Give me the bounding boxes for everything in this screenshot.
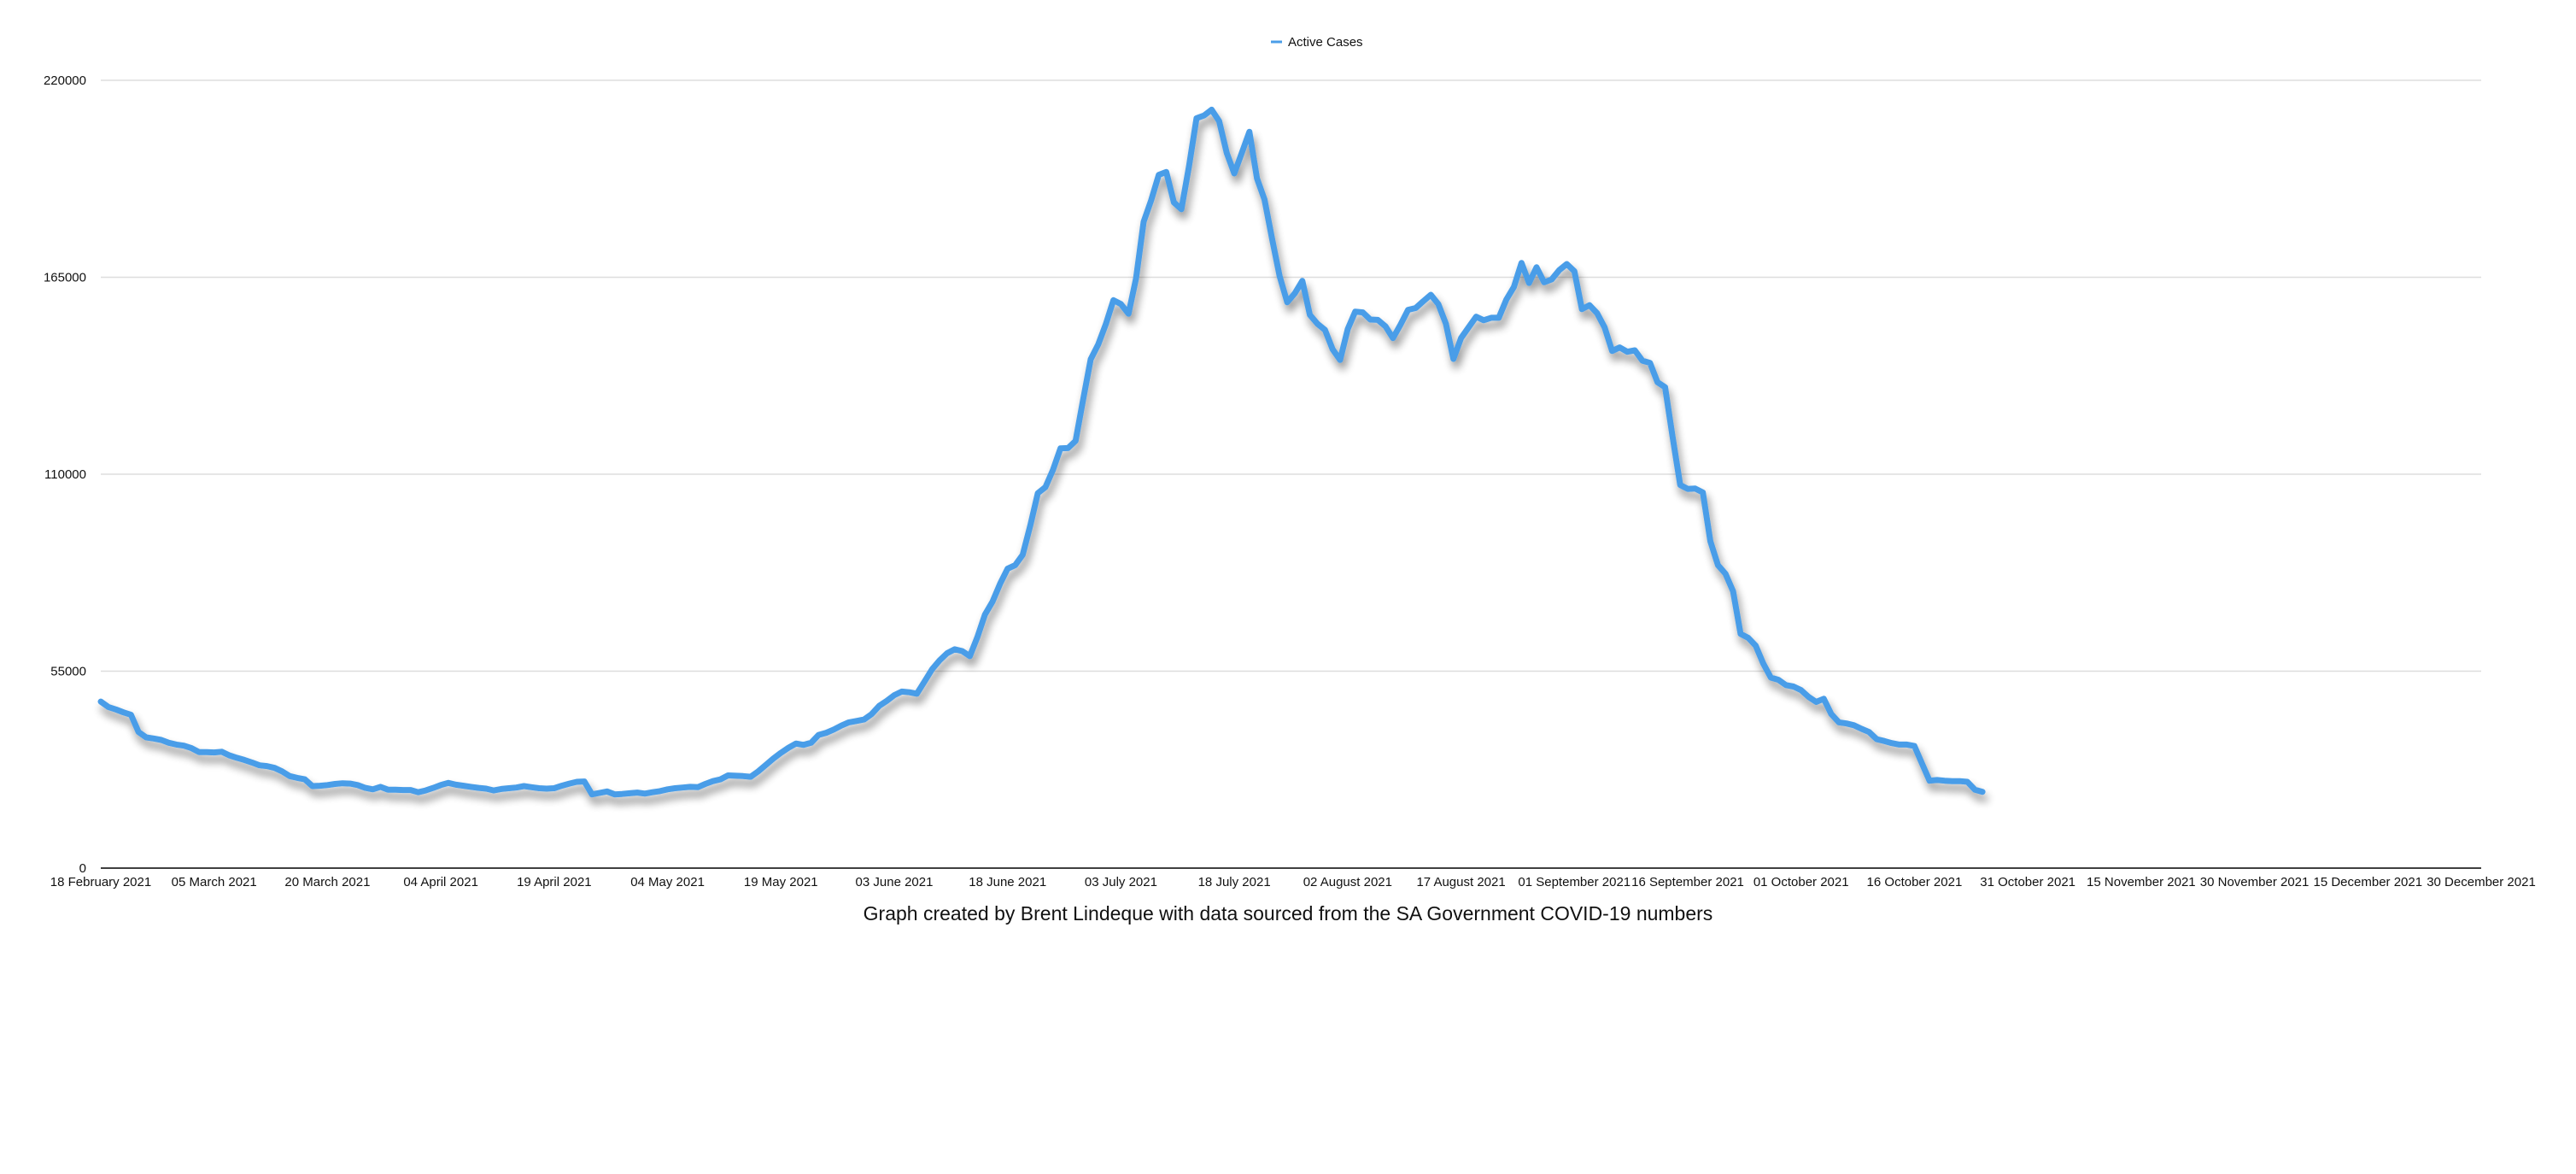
x-tick-label: 15 December 2021 xyxy=(2313,875,2422,889)
x-tick-label: 16 September 2021 xyxy=(1631,875,1744,889)
y-tick-label: 165000 xyxy=(44,271,86,285)
y-tick-label: 220000 xyxy=(44,73,86,88)
x-tick-label: 03 June 2021 xyxy=(856,875,934,889)
series-layer xyxy=(97,106,1986,798)
chart-legend: Active Cases xyxy=(1271,35,1363,50)
x-tick-label: 05 March 2021 xyxy=(172,875,257,889)
x-tick-label: 30 November 2021 xyxy=(2200,875,2310,889)
x-tick-label: 15 November 2021 xyxy=(2087,875,2196,889)
y-tick-label: 110000 xyxy=(44,467,86,482)
legend-label: Active Cases xyxy=(1288,35,1363,50)
x-tick-label: 18 June 2021 xyxy=(969,875,1046,889)
x-tick-label: 02 August 2021 xyxy=(1303,875,1392,889)
x-tick-label: 31 October 2021 xyxy=(1980,875,2075,889)
x-tick-label: 04 May 2021 xyxy=(630,875,705,889)
x-tick-label: 30 December 2021 xyxy=(2427,875,2536,889)
x-tick-label: 19 April 2021 xyxy=(517,875,592,889)
x-tick-label: 16 October 2021 xyxy=(1867,875,1963,889)
x-axis: 18 February 2021 05 March 2021 20 March 20… xyxy=(50,867,2536,889)
y-axis: 0 55000 110000 165000 220000 xyxy=(44,73,86,876)
x-tick-label: 19 May 2021 xyxy=(744,875,818,889)
chart-caption: Graph created by Brent Lindeque with dat… xyxy=(863,902,1713,925)
x-tick-label: 18 July 2021 xyxy=(1198,875,1271,889)
x-tick-label: 04 April 2021 xyxy=(403,875,478,889)
x-tick-label: 20 March 2021 xyxy=(284,875,370,889)
x-tick-label: 17 August 2021 xyxy=(1416,875,1505,889)
x-tick-label: 18 February 2021 xyxy=(50,875,151,889)
x-tick-label: 01 September 2021 xyxy=(1518,875,1630,889)
series-line-active-cases xyxy=(97,106,1986,798)
gridlines xyxy=(101,79,2481,672)
y-tick-label: 0 xyxy=(79,861,86,876)
x-tick-label: 03 July 2021 xyxy=(1085,875,1157,889)
y-tick-label: 55000 xyxy=(50,665,86,679)
x-tick-label: 01 October 2021 xyxy=(1753,875,1849,889)
